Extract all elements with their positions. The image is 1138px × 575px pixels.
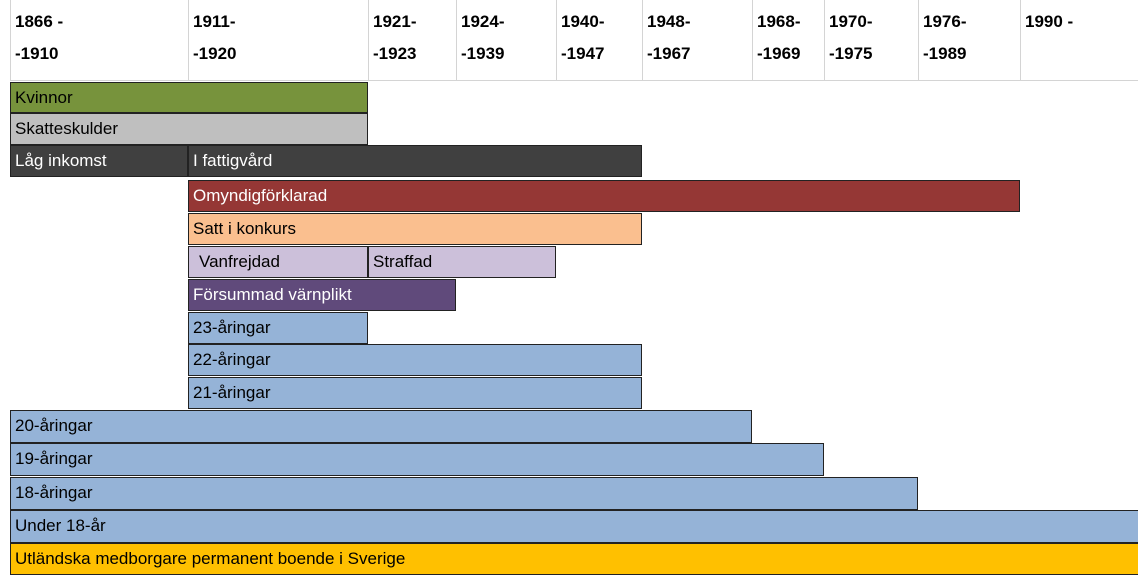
- bar: 22-åringar: [188, 344, 642, 376]
- bar: 18-åringar: [10, 477, 918, 510]
- bar: I fattigvård: [188, 145, 642, 177]
- header-divider: [10, 80, 1138, 81]
- header-cell: 1990 -: [1020, 0, 1138, 80]
- header-cell: 1921- -1923: [368, 0, 456, 80]
- header-text: -1939: [461, 44, 505, 63]
- bar: 19-åringar: [10, 443, 824, 476]
- header-text: 1968-: [757, 12, 801, 31]
- header-cell: 1948- -1967: [642, 0, 752, 80]
- header-text: 1990 -: [1025, 12, 1074, 31]
- header-text: -1923: [373, 44, 417, 63]
- bar: Satt i konkurs: [188, 213, 642, 245]
- header-text: 1866 -: [15, 12, 64, 31]
- header-cell: 1911- -1920: [188, 0, 368, 80]
- header-text: -1910: [15, 44, 59, 63]
- header-text: 1911-: [193, 12, 236, 31]
- header-text: -1947: [561, 44, 605, 63]
- bar: Vanfrejdad: [188, 246, 368, 278]
- header-text: 1924-: [461, 12, 505, 31]
- header-text: -1920: [193, 44, 237, 63]
- header-text: 1940-: [561, 12, 605, 31]
- header-text: -1967: [647, 44, 691, 63]
- header-text: -1975: [829, 44, 873, 63]
- header-text: -1969: [757, 44, 801, 63]
- header-cell: 1866 - -1910: [10, 0, 188, 80]
- header-text: 1970-: [829, 12, 873, 31]
- bar: Försummad värnplikt: [188, 279, 456, 311]
- header-cell: 1976- -1989: [918, 0, 1020, 80]
- header-text: 1976-: [923, 12, 967, 31]
- header-text: 1921-: [373, 12, 417, 31]
- header-text: -1989: [923, 44, 967, 63]
- bar: Kvinnor: [10, 82, 368, 113]
- header-text: 1948-: [647, 12, 691, 31]
- bar: 20-åringar: [10, 410, 752, 443]
- header-cell: 1940- -1947: [556, 0, 642, 80]
- header-cell: 1970- -1975: [824, 0, 918, 80]
- header-cell: 1924- -1939: [456, 0, 556, 80]
- bar: Skatteskulder: [10, 113, 368, 145]
- bar: 21-åringar: [188, 377, 642, 409]
- bar: Straffad: [368, 246, 556, 278]
- bar: Under 18-år: [10, 510, 1138, 543]
- bar: Låg inkomst: [10, 145, 188, 177]
- bar: Omyndigförklarad: [188, 180, 1020, 212]
- bar: 23-åringar: [188, 312, 368, 344]
- header-cell: 1968- -1969: [752, 0, 824, 80]
- bar: Utländska medborgare permanent boende i …: [10, 543, 1138, 575]
